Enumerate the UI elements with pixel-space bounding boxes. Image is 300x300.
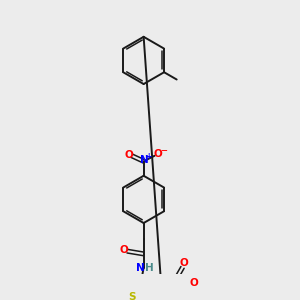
Text: N: N [136,263,144,273]
Text: O: O [125,150,134,160]
Text: O: O [119,245,128,255]
Text: −: − [160,146,167,155]
Text: O: O [154,149,163,159]
Text: S: S [128,292,135,300]
Text: H: H [145,263,154,273]
Text: +: + [145,152,151,161]
Text: O: O [179,258,188,268]
Text: N: N [140,155,149,165]
Text: O: O [189,278,198,288]
